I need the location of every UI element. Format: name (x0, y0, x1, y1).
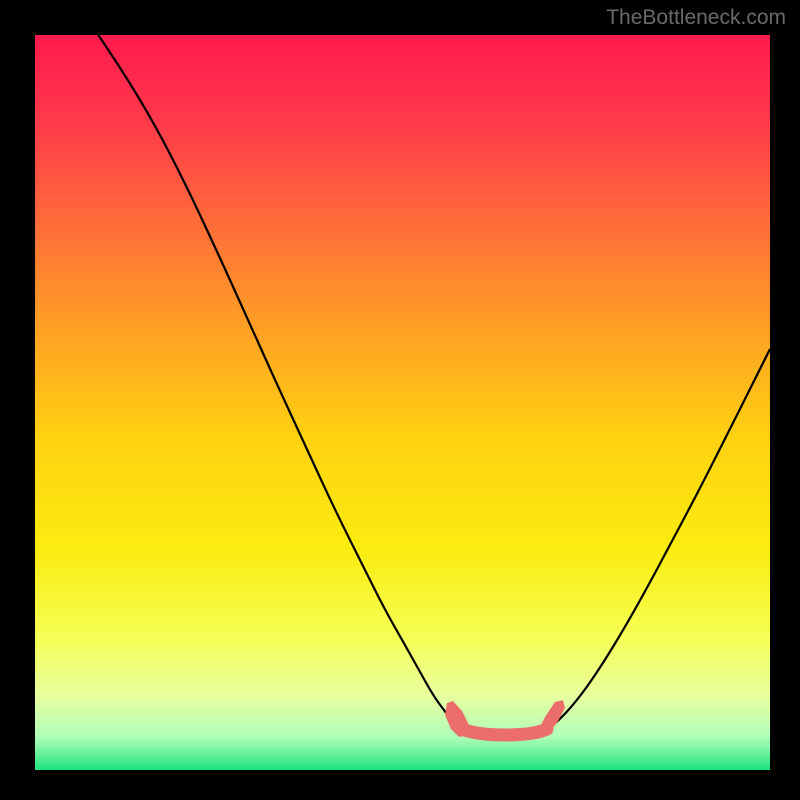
watermark-text: TheBottleneck.com (606, 6, 786, 30)
left-curve-line (95, 35, 461, 728)
flat-bottom-segment (461, 729, 547, 735)
curves-layer (35, 35, 770, 770)
plot-area (35, 35, 770, 770)
right-curve-line (547, 349, 770, 728)
